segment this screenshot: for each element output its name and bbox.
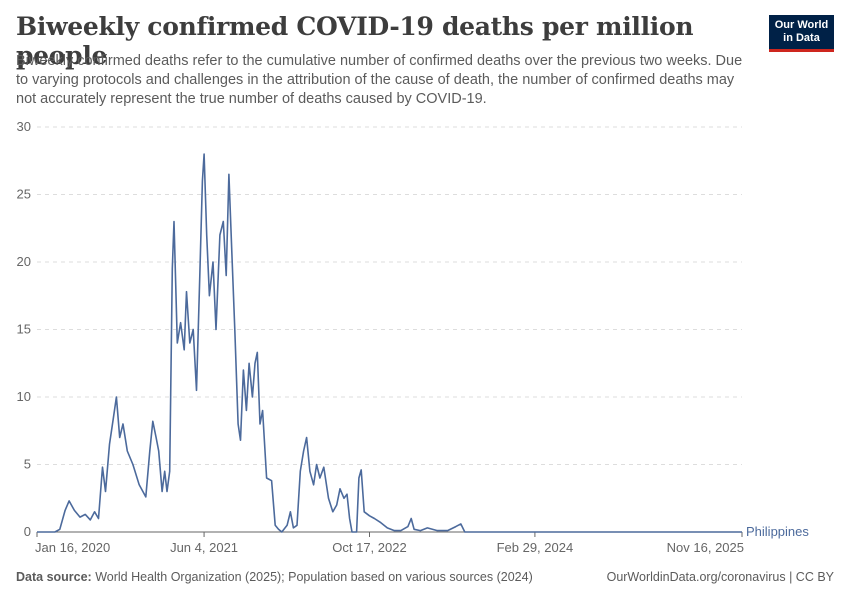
series-lines[interactable]: [37, 153, 742, 533]
line-chart: 0 5 10 15 20 25 30 Jan 16, 2020 Jun 4, 2021 Oct …: [17, 119, 810, 555]
x-tick-label: Jun 4, 2021: [170, 540, 238, 555]
logo-line-2: in Data: [783, 32, 820, 44]
y-tick-label: 15: [17, 322, 31, 337]
chart-title: Biweekly confirmed COVID-19 deaths per m…: [16, 12, 694, 70]
series-label[interactable]: Philippines: [746, 524, 809, 539]
y-tick-label: 25: [17, 187, 31, 202]
x-tick-label: Feb 29, 2024: [497, 540, 574, 555]
y-tick-label: 0: [24, 524, 31, 539]
y-tick-label: 30: [17, 119, 31, 134]
y-tick-labels: 0 5 10 15 20 25 30: [17, 119, 31, 539]
data-source-label: Data source:: [16, 570, 92, 584]
series-line-0[interactable]: [37, 153, 742, 533]
x-tick-label: Jan 16, 2020: [35, 540, 110, 555]
x-tick-label: Oct 17, 2022: [332, 540, 406, 555]
series-labels[interactable]: Philippines: [746, 524, 809, 539]
x-tick-label: Nov 16, 2025: [667, 540, 744, 555]
y-tick-label: 20: [17, 254, 31, 269]
chart-subtitle: Biweekly confirmed deaths refer to the c…: [16, 53, 743, 107]
owid-logo[interactable]: Our World in Data: [769, 15, 834, 52]
logo-line-1: Our World: [774, 19, 829, 31]
credit-link[interactable]: OurWorldinData.org/coronavirus | CC BY: [606, 570, 834, 584]
grid-lines: [37, 126, 742, 465]
data-source-text[interactable]: World Health Organization (2025); Popula…: [91, 570, 533, 584]
y-tick-label: 5: [24, 457, 31, 472]
x-tick-labels: Jan 16, 2020 Jun 4, 2021 Oct 17, 2022 Feb 2…: [35, 532, 744, 555]
data-source: Data source: World Health Organization (…: [16, 570, 533, 584]
y-tick-label: 10: [17, 389, 31, 404]
